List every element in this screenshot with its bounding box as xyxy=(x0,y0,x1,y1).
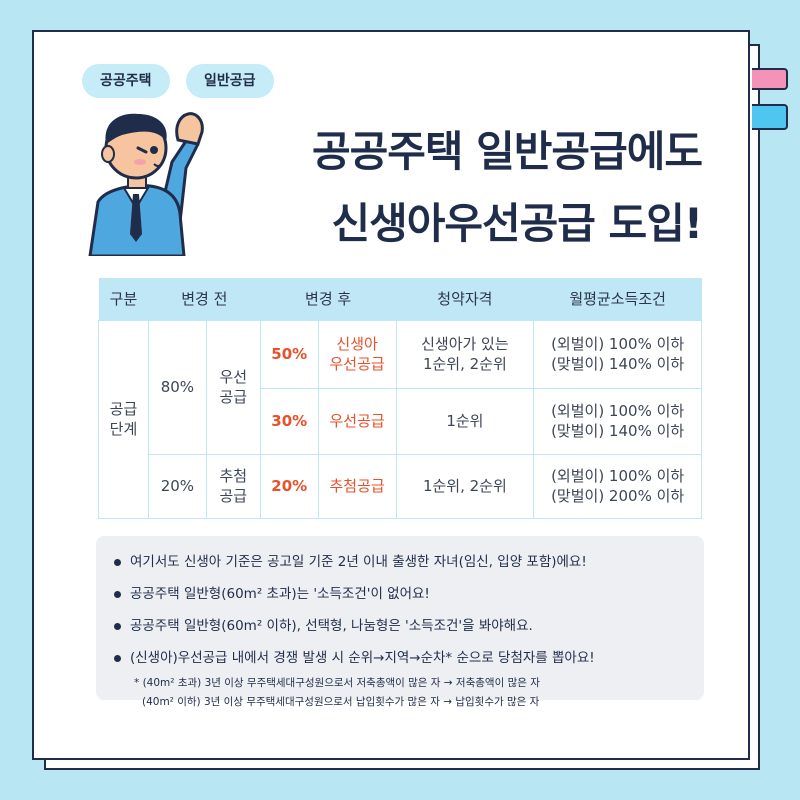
table-header-row: 구분 변경 전 변경 후 청약자격 월평균소득조건 xyxy=(98,278,702,320)
note-item: 공공주택 일반형(60m² 이하), 선택형, 나눔형은 '소득조건'을 봐야해… xyxy=(110,610,690,642)
header-eligibility: 청약자격 xyxy=(396,278,534,320)
comparison-table: 구분 변경 전 변경 후 청약자격 월평균소득조건 공급 단계 80% 우선 공… xyxy=(98,278,702,519)
note-item: 공공주택 일반형(60m² 초과)는 '소득조건'이 없어요! xyxy=(110,578,690,610)
header-after: 변경 후 xyxy=(260,278,397,320)
tag-public-housing: 공공주택 xyxy=(82,64,170,98)
before-type-lottery: 추첨 공급 xyxy=(205,453,261,519)
sub-note: * (40m² 초과) 3년 이상 무주택세대구성원으로서 저축총액이 많은 자… xyxy=(134,677,540,689)
header-category: 구분 xyxy=(98,278,149,320)
eligibility-cell: 1순위 xyxy=(395,387,535,455)
after-pct-cell: 50% xyxy=(259,319,319,389)
title-line-1: 공공주택 일반공급에도 xyxy=(311,127,703,176)
header-before: 변경 전 xyxy=(148,278,261,320)
row-group-label: 공급 단계 xyxy=(98,319,149,519)
income-cell: (외벌이) 100% 이하 (맞벌이) 140% 이하 xyxy=(533,387,702,455)
sub-note: (40m² 이하) 3년 이상 무주택세대구성원으로서 납입횟수가 많은 자 →… xyxy=(142,696,540,708)
after-type-cell: 추첨공급 xyxy=(317,453,397,519)
pink-tab-decoration xyxy=(752,68,788,90)
header-income: 월평균소득조건 xyxy=(533,278,702,320)
after-type-cell: 우선공급 xyxy=(317,387,397,455)
after-pct-cell: 20% xyxy=(259,453,319,519)
after-pct-cell: 30% xyxy=(259,387,319,455)
after-type-cell: 신생아 우선공급 xyxy=(317,319,397,389)
table-row: 공급 단계 80% 우선 공급 50% 신생아 우선공급 신생아가 있는 1순위… xyxy=(98,319,702,519)
income-cell: (외벌이) 100% 이하 (맞벌이) 200% 이하 xyxy=(533,453,702,519)
note-item: (신생아)우선공급 내에서 경쟁 발생 시 순위→지역→순차* 순으로 당첨자를… xyxy=(110,642,690,674)
before-type-priority: 우선 공급 xyxy=(205,319,261,455)
before-pct-priority: 80% xyxy=(147,319,207,455)
blue-tab-decoration xyxy=(752,104,788,130)
income-cell: (외벌이) 100% 이하 (맞벌이) 140% 이하 xyxy=(533,319,702,389)
eligibility-cell: 신생아가 있는 1순위, 2순위 xyxy=(395,319,535,389)
before-pct-lottery: 20% xyxy=(147,453,207,519)
table-row: 20% 추첨 공급 20% 추첨공급 1순위, 2순위 (외벌이) 100% 이… xyxy=(99,453,702,519)
notes-box: 여기서도 신생아 기준은 공고일 기준 2년 이내 출생한 자녀(임신, 입양 … xyxy=(96,536,704,708)
person-waving-illustration-icon xyxy=(88,112,204,256)
table-row: 30% 우선공급 1순위 (외벌이) 100% 이하 (맞벌이) 140% 이하 xyxy=(99,387,702,455)
eligibility-cell: 1순위, 2순위 xyxy=(395,453,535,519)
tag-general-supply: 일반공급 xyxy=(186,64,274,98)
title-line-2: 신생아우선공급 도입! xyxy=(331,199,703,248)
note-item: 여기서도 신생아 기준은 공고일 기준 2년 이내 출생한 자녀(임신, 입양 … xyxy=(110,546,690,578)
